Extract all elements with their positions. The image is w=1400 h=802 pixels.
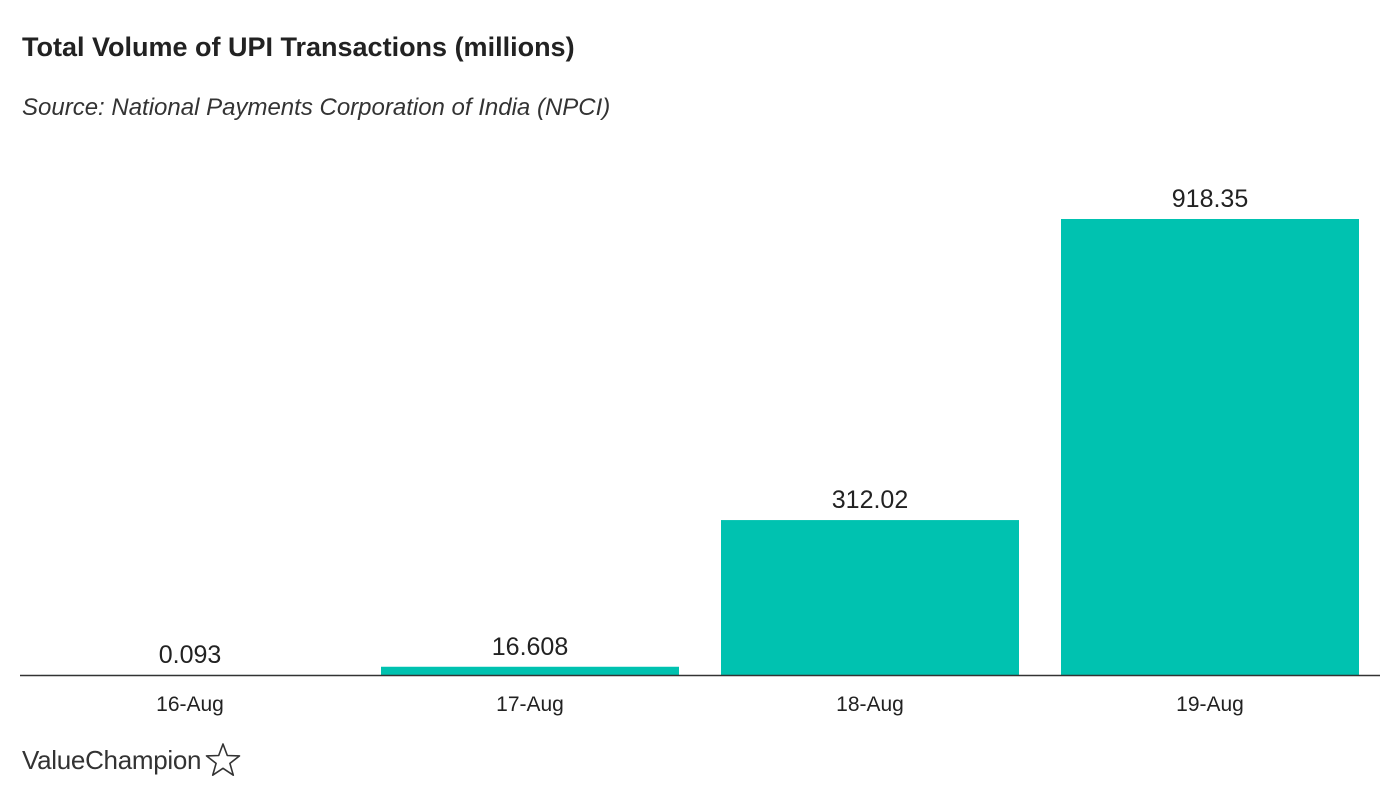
data-label-16-Aug: 0.093 <box>159 641 222 669</box>
star-outline-icon <box>205 743 241 777</box>
bar-chart: 0.093 16-Aug 16.608 17-Aug 312.02 18-Aug 918.3… <box>20 185 1380 716</box>
data-label-17-Aug: 16.608 <box>492 633 568 661</box>
data-label-19-Aug: 918.35 <box>1172 185 1248 213</box>
bar-19-Aug <box>1061 219 1359 675</box>
data-label-18-Aug: 312.02 <box>832 486 908 514</box>
x-tick-label-16-Aug: 16-Aug <box>156 693 224 716</box>
x-tick-label-17-Aug: 17-Aug <box>496 693 564 716</box>
x-tick-label-19-Aug: 19-Aug <box>1176 693 1244 716</box>
chart-title: Total Volume of UPI Transactions (millio… <box>22 32 575 62</box>
x-tick-label-18-Aug: 18-Aug <box>836 693 904 716</box>
brand-logo: ValueChampion <box>22 742 241 778</box>
bar-17-Aug <box>381 666 679 675</box>
bar-18-Aug <box>721 520 1019 675</box>
chart-subtitle: Source: National Payments Corporation of… <box>22 94 611 121</box>
brand-name: ValueChampion <box>22 744 202 775</box>
